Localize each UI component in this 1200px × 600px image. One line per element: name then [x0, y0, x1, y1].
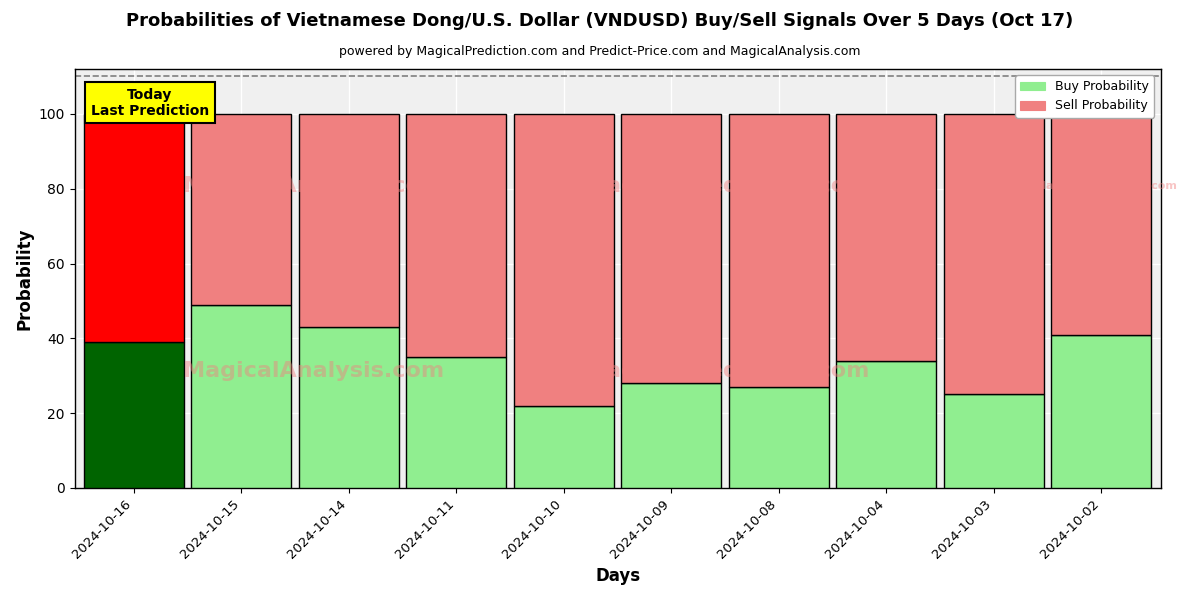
- Bar: [407, 114, 506, 357]
- Text: Probabilities of Vietnamese Dong/U.S. Dollar (VNDUSD) Buy/Sell Signals Over 5 Da: Probabilities of Vietnamese Dong/U.S. Do…: [126, 12, 1074, 30]
- Legend: Buy Probability, Sell Probability: Buy Probability, Sell Probability: [1015, 75, 1154, 118]
- Bar: [1051, 335, 1152, 488]
- Bar: [191, 114, 292, 305]
- Text: Today
Last Prediction: Today Last Prediction: [91, 88, 209, 118]
- Bar: [944, 114, 1044, 394]
- Bar: [622, 383, 721, 488]
- Bar: [407, 357, 506, 488]
- Bar: [514, 114, 614, 406]
- Bar: [191, 305, 292, 488]
- Text: MagicalAnalysis.com: MagicalAnalysis.com: [182, 176, 444, 196]
- Bar: [728, 114, 829, 387]
- Bar: [84, 342, 184, 488]
- Bar: [836, 114, 936, 361]
- Bar: [944, 394, 1044, 488]
- Bar: [622, 114, 721, 383]
- X-axis label: Days: Days: [595, 567, 640, 585]
- Text: MagicalAnalysis.com: MagicalAnalysis.com: [182, 361, 444, 380]
- Text: MagicalPrediction.com: MagicalPrediction.com: [1036, 181, 1177, 191]
- Text: MagicalPrediction.com: MagicalPrediction.com: [583, 176, 869, 196]
- Text: powered by MagicalPrediction.com and Predict-Price.com and MagicalAnalysis.com: powered by MagicalPrediction.com and Pre…: [340, 45, 860, 58]
- Bar: [836, 361, 936, 488]
- Bar: [299, 327, 398, 488]
- Text: MagicalPrediction.com: MagicalPrediction.com: [583, 361, 869, 380]
- Y-axis label: Probability: Probability: [16, 227, 34, 330]
- Bar: [1051, 114, 1152, 335]
- Bar: [728, 387, 829, 488]
- Bar: [514, 406, 614, 488]
- Bar: [299, 114, 398, 327]
- Bar: [84, 114, 184, 342]
